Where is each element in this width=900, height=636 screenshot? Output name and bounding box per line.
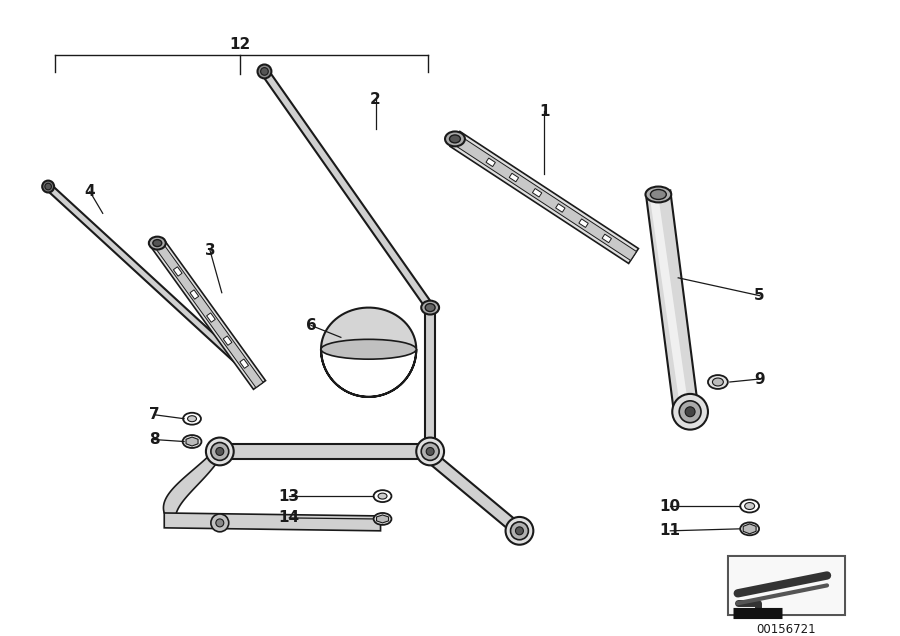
Ellipse shape bbox=[417, 438, 444, 466]
Ellipse shape bbox=[672, 394, 708, 430]
Ellipse shape bbox=[378, 493, 387, 499]
Ellipse shape bbox=[740, 522, 759, 536]
Polygon shape bbox=[261, 69, 434, 310]
Wedge shape bbox=[321, 349, 417, 397]
Text: 00156721: 00156721 bbox=[757, 623, 816, 635]
FancyBboxPatch shape bbox=[730, 558, 843, 613]
Ellipse shape bbox=[506, 517, 534, 544]
Text: 14: 14 bbox=[279, 511, 300, 525]
FancyBboxPatch shape bbox=[728, 556, 845, 615]
Ellipse shape bbox=[740, 499, 759, 513]
Ellipse shape bbox=[744, 502, 754, 509]
Ellipse shape bbox=[651, 190, 666, 200]
Polygon shape bbox=[164, 445, 220, 526]
Text: 5: 5 bbox=[754, 288, 765, 303]
Ellipse shape bbox=[421, 301, 439, 315]
Polygon shape bbox=[743, 524, 756, 534]
Polygon shape bbox=[239, 359, 248, 368]
Polygon shape bbox=[555, 204, 565, 212]
Ellipse shape bbox=[449, 135, 461, 143]
Ellipse shape bbox=[421, 443, 439, 460]
Ellipse shape bbox=[680, 401, 701, 423]
Ellipse shape bbox=[216, 448, 224, 455]
Polygon shape bbox=[509, 173, 518, 182]
Ellipse shape bbox=[516, 527, 524, 535]
Ellipse shape bbox=[708, 375, 728, 389]
Polygon shape bbox=[533, 188, 542, 197]
Text: 1: 1 bbox=[539, 104, 550, 119]
Polygon shape bbox=[321, 308, 417, 349]
Polygon shape bbox=[164, 513, 381, 531]
Polygon shape bbox=[154, 240, 263, 387]
Polygon shape bbox=[186, 437, 198, 446]
Ellipse shape bbox=[510, 522, 528, 540]
Polygon shape bbox=[452, 134, 636, 261]
Ellipse shape bbox=[427, 448, 434, 455]
Polygon shape bbox=[174, 266, 182, 276]
Ellipse shape bbox=[445, 132, 465, 146]
Text: 9: 9 bbox=[754, 371, 765, 387]
Ellipse shape bbox=[148, 237, 166, 249]
Ellipse shape bbox=[187, 416, 196, 422]
Polygon shape bbox=[46, 184, 256, 378]
Ellipse shape bbox=[374, 513, 392, 525]
Polygon shape bbox=[450, 132, 638, 263]
Ellipse shape bbox=[206, 438, 234, 466]
Polygon shape bbox=[207, 313, 215, 322]
Polygon shape bbox=[486, 158, 495, 167]
Text: 6: 6 bbox=[306, 318, 317, 333]
Polygon shape bbox=[651, 197, 688, 409]
Text: 10: 10 bbox=[660, 499, 680, 513]
Ellipse shape bbox=[713, 378, 724, 386]
Ellipse shape bbox=[183, 435, 202, 448]
Text: 12: 12 bbox=[229, 37, 250, 52]
Polygon shape bbox=[425, 312, 435, 452]
Polygon shape bbox=[602, 234, 611, 243]
Polygon shape bbox=[190, 290, 199, 299]
Polygon shape bbox=[151, 238, 266, 389]
Ellipse shape bbox=[211, 443, 229, 460]
Text: 11: 11 bbox=[660, 523, 680, 538]
Polygon shape bbox=[579, 219, 589, 228]
Ellipse shape bbox=[261, 67, 268, 75]
Ellipse shape bbox=[216, 519, 224, 527]
Polygon shape bbox=[220, 444, 430, 459]
Ellipse shape bbox=[45, 183, 51, 190]
Text: 13: 13 bbox=[279, 488, 300, 504]
Ellipse shape bbox=[183, 413, 201, 425]
Text: 4: 4 bbox=[85, 184, 95, 199]
Text: 2: 2 bbox=[370, 92, 381, 107]
Text: 8: 8 bbox=[149, 432, 159, 447]
Polygon shape bbox=[223, 336, 232, 345]
Ellipse shape bbox=[321, 340, 417, 359]
Text: 7: 7 bbox=[149, 407, 159, 422]
Ellipse shape bbox=[257, 64, 272, 78]
Polygon shape bbox=[646, 191, 698, 415]
Polygon shape bbox=[376, 515, 389, 523]
Ellipse shape bbox=[211, 514, 229, 532]
Ellipse shape bbox=[153, 240, 162, 247]
Ellipse shape bbox=[374, 490, 392, 502]
Ellipse shape bbox=[425, 303, 435, 312]
Ellipse shape bbox=[685, 407, 695, 417]
Text: 3: 3 bbox=[204, 242, 215, 258]
Ellipse shape bbox=[645, 186, 671, 202]
Polygon shape bbox=[427, 452, 523, 536]
Ellipse shape bbox=[42, 181, 54, 193]
